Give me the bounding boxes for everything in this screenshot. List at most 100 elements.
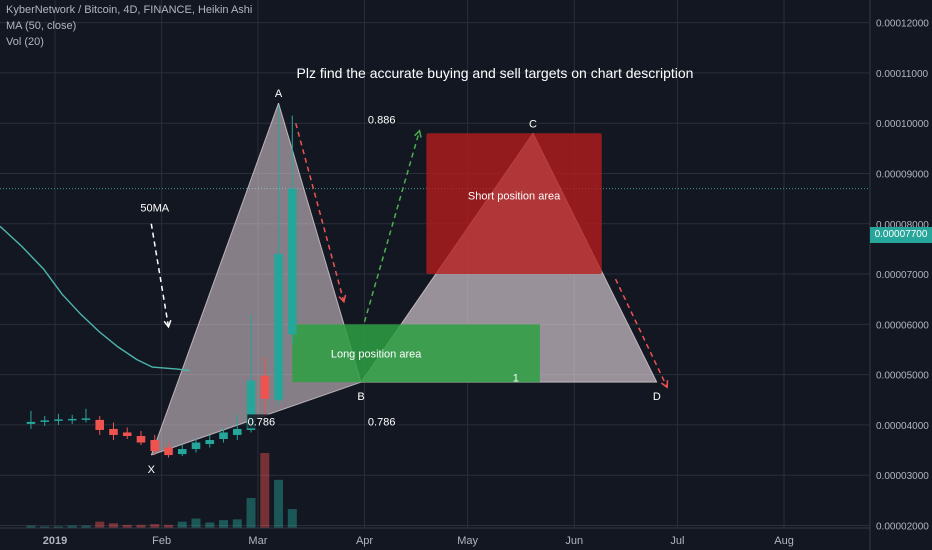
y-tick-label: 0.00005000 [876, 371, 929, 382]
volume-bar [274, 479, 284, 528]
candle-body [219, 432, 228, 439]
x-tick-label: May [457, 535, 478, 547]
candle-body [260, 375, 270, 399]
y-tick-label: 0.00006000 [876, 320, 929, 331]
ma50-line [0, 225, 190, 372]
x-tick-label: Jun [565, 535, 583, 547]
ratio-label: 0.886 [368, 115, 396, 127]
ratio-label: 0.786 [368, 416, 396, 428]
short-position-box [426, 133, 602, 275]
volume-bar [122, 524, 132, 528]
grid-lines [0, 0, 870, 528]
dashed-arrow-green [363, 130, 421, 323]
volume-indicator-label[interactable]: Vol (20) [6, 36, 44, 48]
volume-bar [81, 525, 91, 528]
volume-bar [108, 523, 118, 528]
volume-bar [287, 509, 297, 528]
chart-text-label: 50MA [140, 203, 169, 215]
volume-bar [232, 519, 242, 528]
candle-body [26, 421, 36, 424]
short-zone-label: Short position area [468, 191, 561, 203]
y-tick-label: 0.00004000 [876, 421, 929, 432]
chart-text-label: 1 [513, 373, 519, 385]
volume-bar [67, 525, 77, 528]
y-tick-label: 0.00012000 [876, 19, 929, 30]
x-tick-label: Apr [356, 535, 373, 547]
arrow-head [163, 319, 172, 329]
candle-body [67, 418, 77, 421]
arrows [150, 123, 669, 389]
y-tick-label: 0.00007000 [876, 270, 929, 281]
y-tick-label: 0.00003000 [876, 471, 929, 482]
pattern-point-label: A [275, 88, 283, 100]
x-tick-label: Jul [670, 535, 684, 547]
chart-legend: KyberNetwork / Bitcoin, 4D, FINANCE, Hei… [6, 2, 252, 50]
y-tick-label: 0.00009000 [876, 169, 929, 180]
candle-body [150, 440, 160, 452]
position-zones: Short position area Long position area [292, 133, 602, 383]
y-tick-label: 0.00002000 [876, 521, 929, 532]
candle-body [109, 428, 118, 435]
candle-body [40, 420, 50, 422]
candle-body [246, 380, 256, 430]
candle-body [136, 435, 146, 443]
ratio-label-bg [247, 414, 278, 429]
x-tick-label: Aug [774, 535, 794, 547]
candle-body [274, 253, 283, 400]
candle-body [164, 447, 173, 456]
candle-body [287, 188, 297, 335]
volume-bar [246, 498, 256, 528]
ratio-label-bg [367, 414, 398, 429]
volume-bar [177, 521, 187, 528]
long-zone-label: Long position area [331, 348, 422, 360]
volume-bar [163, 524, 173, 528]
x-tick-label: Mar [248, 535, 267, 547]
dashed-arrow-red [295, 123, 345, 302]
long-position-box [292, 324, 540, 383]
annotation-title: Plz find the accurate buying and sell ta… [297, 65, 694, 81]
volume-bar [26, 525, 36, 528]
symbol-title[interactable]: KyberNetwork / Bitcoin, 4D, FINANCE, Hei… [6, 4, 253, 16]
volume-bar [136, 524, 146, 528]
x-tick-label: Feb [152, 535, 171, 547]
volume-bar [150, 524, 160, 528]
pattern-point-label: X [148, 464, 156, 476]
volume-bar [191, 518, 201, 528]
arrow-head [414, 129, 422, 138]
ratio-label: 0.786 [248, 416, 276, 428]
volume-bar [53, 526, 63, 528]
volume-bar [95, 521, 105, 528]
dashed-arrow-red [614, 278, 668, 388]
ma-indicator-label[interactable]: MA (50, close) [6, 20, 77, 32]
candle-body [81, 418, 91, 420]
pattern-point-label: B [357, 391, 364, 403]
candle-body [122, 432, 132, 436]
pattern-point-label: C [529, 118, 537, 130]
volume-bars [26, 453, 297, 528]
y-tick-label: 0.00010000 [876, 119, 929, 130]
volume-bar [205, 522, 215, 528]
candle-body [54, 419, 63, 421]
candlesticks [26, 105, 297, 458]
arrow-head [661, 380, 669, 389]
y-tick-label: 0.00008000 [876, 220, 929, 231]
pattern-point-label: D [653, 391, 661, 403]
current-price-tag: 0.00007700 [870, 227, 932, 243]
candle-body [232, 428, 242, 435]
arrow-head [338, 294, 347, 304]
chart-labels: Plz find the accurate buying and sell ta… [140, 65, 694, 429]
ratio-label-bg [367, 112, 398, 127]
pattern-leg [150, 102, 280, 456]
volume-bar [40, 526, 50, 528]
volume-bar [219, 520, 229, 528]
candle-body [95, 419, 105, 430]
volume-bar [260, 453, 270, 528]
candle-body [191, 442, 201, 450]
moving-average [0, 225, 190, 372]
y-tick-label: 0.00011000 [876, 69, 929, 80]
candle-body [205, 440, 215, 445]
x-tick-label: 2019 [43, 535, 67, 547]
candle-body [177, 449, 187, 455]
